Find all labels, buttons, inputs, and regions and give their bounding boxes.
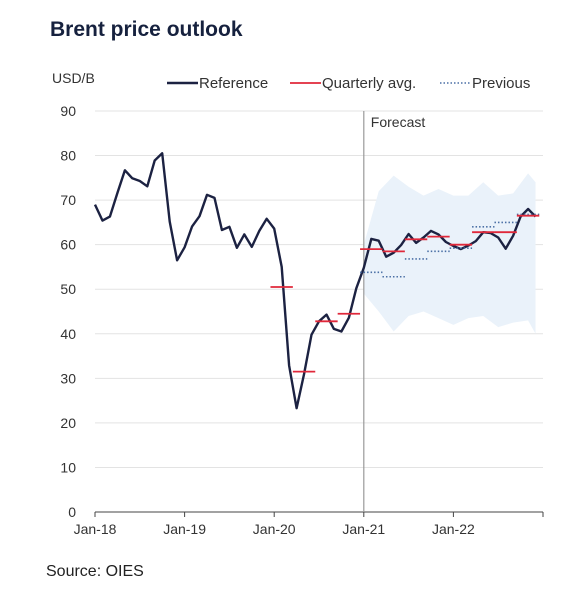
x-tick-label: Jan-19 — [163, 521, 206, 537]
uncertainty-band — [363, 173, 536, 334]
legend: Reference Quarterly avg. Previous — [167, 75, 530, 92]
chart-title: Brent price outlook — [50, 18, 243, 41]
axes: 0 10 20 30 40 50 60 70 80 90 Jan-18 Jan-19 Jan-20 Jan… — [52, 70, 544, 537]
forecast-label: Forecast — [371, 114, 426, 130]
legend-reference-label: Reference — [199, 75, 268, 92]
x-tick-label: Jan-21 — [342, 521, 385, 537]
forecast-range-band — [363, 173, 536, 334]
y-tick-label: 70 — [60, 192, 76, 208]
forecast-divider: Forecast — [363, 111, 426, 512]
reference-line — [93, 152, 537, 410]
y-tick-label: 30 — [60, 370, 76, 386]
y-tick-label: 60 — [60, 237, 76, 253]
y-tick-label: 50 — [60, 281, 76, 297]
y-tick-label: 80 — [60, 148, 76, 164]
y-tick-label: 20 — [60, 415, 76, 431]
source-note: Source: OIES — [46, 563, 144, 580]
y-tick-label: 0 — [68, 504, 76, 520]
y-tick-label: 10 — [60, 459, 76, 475]
y-tick-label: 90 — [60, 103, 76, 119]
y-tick-label: 40 — [60, 326, 76, 342]
brent-price-chart: 0 10 20 30 40 50 60 70 80 90 Jan-18 Jan-19 Jan-20 Jan… — [52, 70, 544, 537]
legend-quarterly-avg-label: Quarterly avg. — [322, 75, 416, 92]
legend-previous-label: Previous — [472, 75, 530, 92]
x-tick-label: Jan-22 — [432, 521, 475, 537]
x-tick-label: Jan-20 — [253, 521, 296, 537]
series-layer — [93, 152, 540, 410]
y-axis-label: USD/B — [52, 70, 95, 86]
x-tick-label: Jan-18 — [74, 521, 117, 537]
